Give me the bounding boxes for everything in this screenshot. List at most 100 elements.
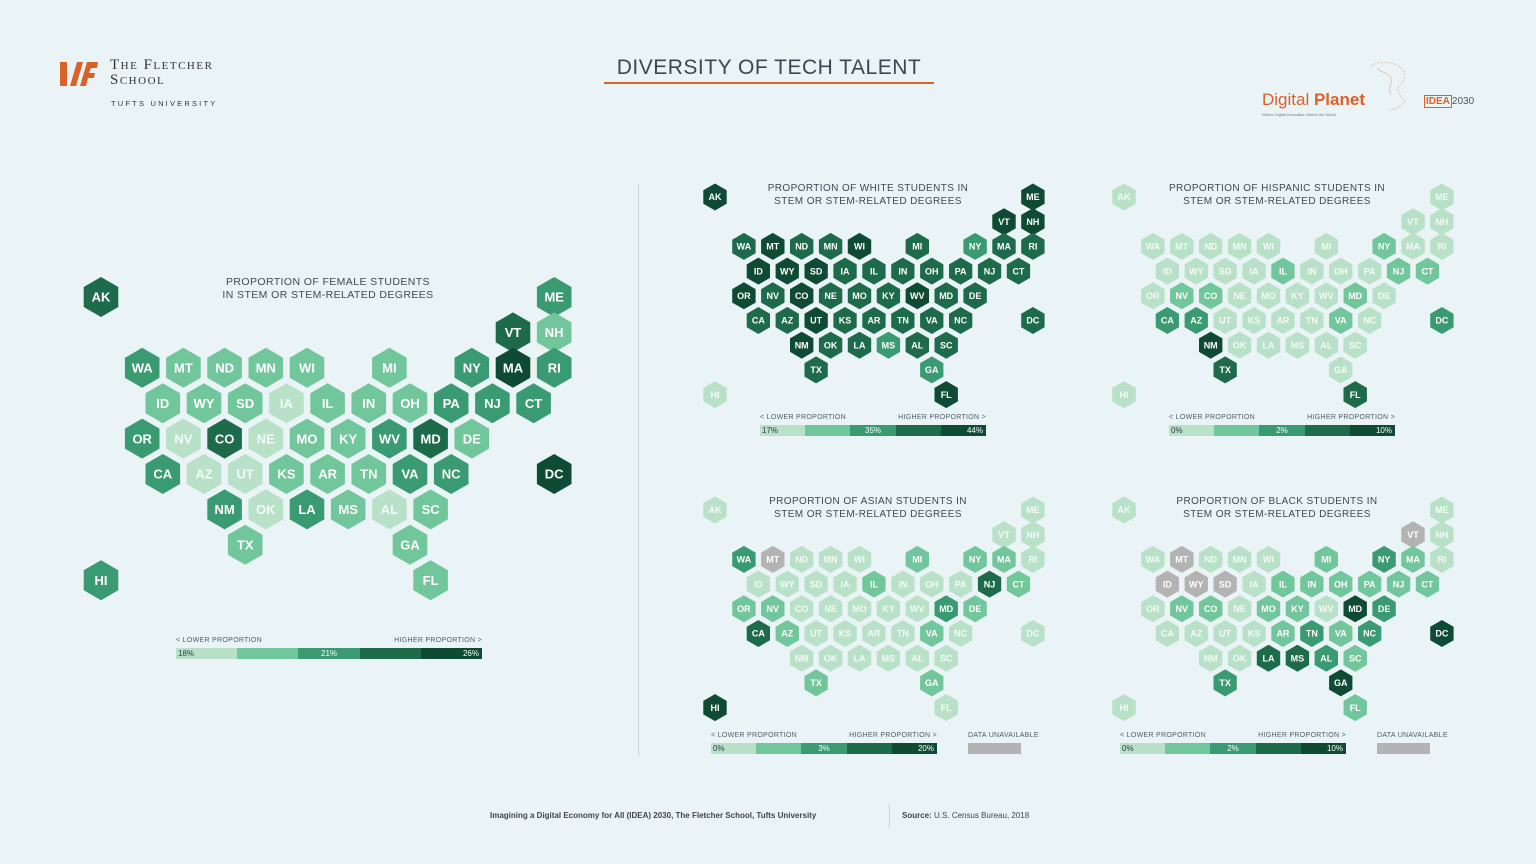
- state-hex: [392, 383, 428, 424]
- state-hex: [876, 331, 901, 359]
- asian-map-title: PROPORTION OF ASIAN STUDENTS IN STEM OR S…: [769, 496, 967, 520]
- state-hex: [1329, 620, 1353, 647]
- state-hex: [876, 644, 901, 672]
- state-hex: [804, 257, 828, 285]
- legend-3: < LOWER PROPORTION HIGHER PROPORTION > 0% 2…: [1169, 414, 1396, 436]
- state-hex: [289, 418, 325, 459]
- footer-citation: Imagining a Digital Economy for All (IDE…: [490, 811, 817, 820]
- state-label: NJ: [1393, 266, 1405, 276]
- state-label: CO: [1204, 604, 1218, 614]
- state-label: TN: [1306, 629, 1318, 639]
- state-label: KY: [1291, 604, 1304, 614]
- state-tile-ia: IA: [1242, 257, 1266, 285]
- state-hex: [372, 418, 407, 459]
- data-unavailable-swatch: [1377, 743, 1430, 754]
- state-label: HI: [95, 573, 108, 588]
- state-tile-ia: IA: [269, 383, 304, 424]
- state-tile-ar: AR: [1271, 620, 1295, 647]
- state-hex: [1170, 595, 1194, 623]
- state-label: MD: [420, 431, 440, 446]
- state-hex: [1372, 282, 1396, 310]
- state-tile-ok: OK: [818, 644, 843, 672]
- state-tile-dc: DC: [536, 454, 572, 494]
- state-tile-vt: VT: [495, 312, 531, 353]
- state-label: IA: [841, 579, 851, 589]
- state-hex: [269, 383, 304, 424]
- state-tile-hi: HI: [703, 694, 727, 722]
- state-tile-az: AZ: [775, 620, 799, 647]
- state-tile-nh: NH: [1021, 208, 1045, 236]
- state-tile-il: IL: [862, 257, 886, 285]
- state-label: RI: [1028, 555, 1037, 565]
- state-tile-ms: MS: [876, 331, 901, 359]
- state-hex: [1112, 183, 1136, 211]
- state-label: AZ: [781, 629, 793, 639]
- state-hex: [934, 282, 958, 310]
- state-hex: [1184, 570, 1208, 598]
- state-label: AK: [1118, 192, 1131, 202]
- state-hex: [1006, 570, 1031, 598]
- state-hex: [1430, 496, 1454, 524]
- state-label: MI: [912, 555, 922, 565]
- state-hex: [454, 418, 490, 459]
- state-hex: [775, 257, 799, 285]
- state-hex: [1227, 331, 1252, 359]
- state-tile-id: ID: [1155, 257, 1179, 285]
- state-tile-ny: NY: [454, 347, 490, 388]
- digital-planet-tagline: Where Digital Innovation Meets the World: [1262, 112, 1336, 117]
- state-label: WV: [1319, 291, 1334, 301]
- state-label: SC: [1349, 340, 1362, 350]
- legend-high-label: HIGHER PROPORTION >: [898, 414, 986, 421]
- state-label: MO: [1261, 604, 1276, 614]
- state-tile-ky: KY: [876, 282, 901, 310]
- state-label: VT: [1407, 530, 1419, 540]
- state-tile-mn: MN: [818, 232, 843, 260]
- state-tile-or: OR: [124, 418, 160, 459]
- state-label: LA: [1263, 340, 1275, 350]
- state-tile-md: MD: [1343, 595, 1367, 623]
- state-hex: [248, 418, 284, 459]
- state-tile-nh: NH: [1430, 521, 1454, 549]
- state-tile-ok: OK: [818, 331, 843, 359]
- state-tile-az: AZ: [186, 454, 222, 494]
- state-hex: [227, 524, 263, 565]
- state-tile-mo: MO: [1256, 595, 1281, 623]
- state-label: OK: [824, 340, 838, 350]
- state-hex: [1430, 620, 1454, 647]
- state-hex: [790, 595, 814, 623]
- state-label: OH: [1334, 579, 1348, 589]
- state-tile-ks: KS: [833, 620, 857, 647]
- state-tile-sc: SC: [934, 331, 958, 359]
- state-hex: [186, 454, 222, 494]
- state-tile-ny: NY: [963, 232, 987, 260]
- state-label: WI: [1263, 242, 1274, 252]
- state-label: KS: [277, 467, 295, 482]
- state-hex: [761, 232, 785, 260]
- state-label: NE: [824, 604, 837, 614]
- state-label: VA: [1335, 316, 1347, 326]
- state-hex: [475, 383, 510, 424]
- state-hex: [818, 282, 843, 310]
- state-label: NC: [954, 629, 967, 639]
- state-label: NH: [1026, 217, 1039, 227]
- state-hex: [790, 545, 814, 573]
- state-hex: [818, 545, 843, 573]
- state-tile-az: AZ: [775, 307, 799, 334]
- state-hex: [862, 307, 886, 334]
- state-hex: [351, 454, 387, 494]
- state-label: PA: [955, 266, 967, 276]
- state-label: CA: [1161, 316, 1174, 326]
- state-label: OK: [824, 653, 838, 663]
- state-tile-fl: FL: [934, 694, 958, 722]
- state-hex: [977, 570, 1002, 598]
- page-title: DIVERSITY OF TECH TALENT: [604, 56, 934, 84]
- state-label: ND: [1204, 555, 1217, 565]
- state-label: MN: [1233, 555, 1247, 565]
- state-label: IA: [841, 266, 851, 276]
- state-hex: [790, 232, 814, 260]
- state-hex: [862, 620, 886, 647]
- state-hex: [804, 620, 828, 647]
- state-label: VA: [1335, 629, 1347, 639]
- state-label: ME: [1026, 505, 1040, 515]
- state-label: MD: [1348, 291, 1362, 301]
